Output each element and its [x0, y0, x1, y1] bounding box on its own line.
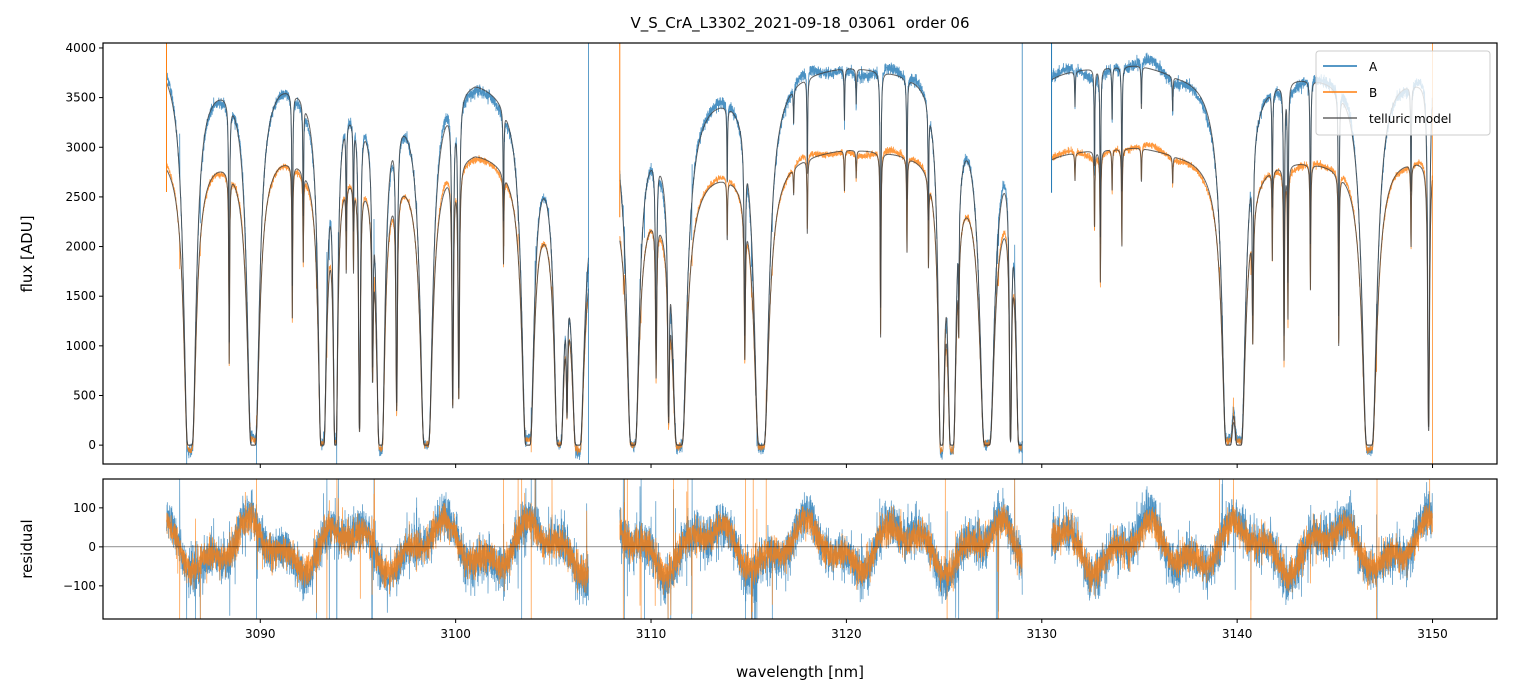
- residual-b-line: [1051, 479, 1433, 619]
- legend-label-b: B: [1369, 86, 1377, 100]
- series-b-line: [1051, 142, 1433, 454]
- residual-y-tick-label: 0: [88, 540, 96, 554]
- flux-y-axis-label: flux [ADU]: [18, 215, 36, 292]
- y-tick-label: 500: [73, 388, 96, 402]
- residual-b-line: [619, 479, 1023, 619]
- residual-y-axis-label: residual: [18, 519, 36, 578]
- flux-axes-frame: [102, 42, 1498, 465]
- y-tick-label: 2000: [65, 240, 96, 254]
- flux-plot-area: [165, 43, 1433, 464]
- axis-ticks: 3090 3100 3110 3120 3130 3140 3150050010001500…: [63, 41, 1448, 641]
- legend-label-model: telluric model: [1369, 112, 1451, 126]
- x-tick-label: 3110: [636, 627, 667, 641]
- y-tick-label: 3000: [65, 140, 96, 154]
- y-tick-label: 1500: [65, 289, 96, 303]
- telluric-model-b-line: [1051, 147, 1433, 446]
- x-tick-label: 3090: [245, 627, 276, 641]
- legend-label-a: A: [1369, 60, 1378, 74]
- x-tick-label: 3130: [1027, 627, 1058, 641]
- legend-box: [1315, 50, 1491, 136]
- x-axis-label: wavelength [nm]: [736, 663, 864, 681]
- series-a-line: [619, 62, 1023, 460]
- y-tick-label: 0: [88, 438, 96, 452]
- residual-b-line: [166, 479, 589, 619]
- residual-y-tick-label: −100: [63, 579, 96, 593]
- residual-y-tick-label: 100: [73, 501, 96, 515]
- y-tick-label: 2500: [65, 190, 96, 204]
- y-tick-label: 1000: [65, 339, 96, 353]
- x-tick-label: 3140: [1222, 627, 1253, 641]
- telluric-model-b-line: [619, 150, 1023, 446]
- telluric-model-b-line: [166, 156, 589, 446]
- y-tick-label: 3500: [65, 91, 96, 105]
- chart-title: V_S_CrA_L3302_2021-09-18_03061 order 06: [631, 14, 970, 33]
- legend: A B telluric model: [1315, 50, 1491, 136]
- y-tick-label: 4000: [65, 41, 96, 55]
- residual-axes-frame: [102, 478, 1498, 620]
- series-b-line: [619, 146, 1023, 455]
- x-tick-label: 3100: [440, 627, 471, 641]
- residual-plot-area: [103, 479, 1497, 619]
- x-tick-label: 3120: [831, 627, 862, 641]
- x-tick-label: 3150: [1417, 627, 1448, 641]
- telluric-model-a-line: [619, 68, 1023, 446]
